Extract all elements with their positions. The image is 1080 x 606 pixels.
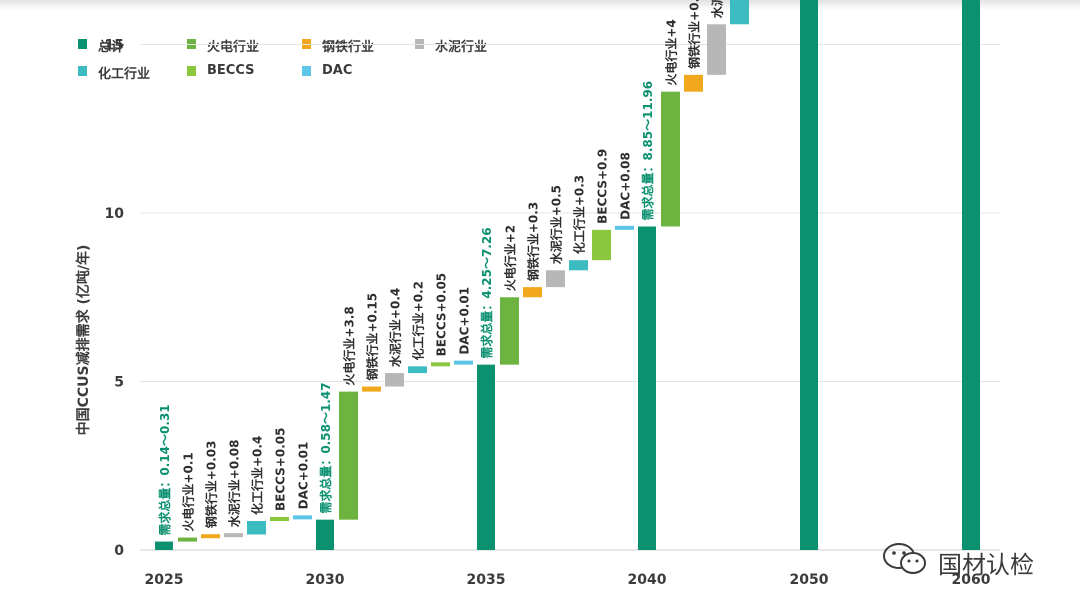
data-label-steel-2040: 钢铁行业+0.5: [687, 0, 702, 69]
bar-total-2060: [962, 0, 980, 551]
bar-thermal-2040: [661, 91, 680, 227]
legend-swatch-chem: [78, 66, 87, 76]
bar-thermal-2035: [500, 297, 519, 365]
data-label-beccs-2030: BECCS+0.05: [435, 273, 449, 356]
data-label-beccs-2025: BECCS+0.05: [274, 428, 288, 511]
data-label-cement-2040: 水泥行业+1.5: [710, 0, 725, 18]
data-label-total-2035: 需求总量：4.25～7.26: [479, 227, 494, 358]
data-label-thermal-2030: 火电行业+3.8: [342, 306, 357, 385]
legend-label-thermal: 火电行业: [207, 40, 260, 55]
data-label-total-2040: 需求总量：8.85～11.96: [640, 81, 655, 221]
legend-swatch-beccs: [187, 66, 196, 76]
x-tick-label: 2040: [628, 572, 667, 588]
data-label-dac-2025: DAC+0.01: [297, 442, 311, 510]
data-label-total-2025: 需求总量：0.14～0.31: [157, 404, 172, 535]
bar-beccs-2025: [270, 517, 289, 522]
legend-label-beccs: BECCS: [207, 63, 255, 78]
top-divider: [0, 0, 1080, 10]
data-label-steel-2025: 钢铁行业+0.03: [204, 441, 219, 529]
bar-steel-2030: [362, 386, 381, 392]
bar-thermal-2030: [339, 391, 358, 520]
y-tick-label: 10: [105, 206, 125, 222]
legend-label-steel: 钢铁行业: [322, 40, 375, 55]
x-tick-label: 2050: [790, 572, 829, 588]
bar-dac-2030: [454, 360, 473, 365]
y-tick-label: 0: [114, 543, 124, 559]
legend-swatch-total: [78, 39, 87, 49]
wechat-icon: [883, 543, 926, 574]
bar-thermal-2025: [178, 537, 197, 542]
bar-cement-2035: [546, 270, 565, 288]
data-label-thermal-2040: 火电行业+4: [664, 19, 679, 85]
data-label-cement-2025: 水泥行业+0.08: [227, 440, 242, 528]
x-tick-label: 2030: [306, 572, 345, 588]
data-label-steel-2030: 钢铁行业+0.15: [365, 293, 380, 381]
bar-total-2030: [316, 519, 334, 550]
legend-label-cement: 水泥行业: [435, 40, 488, 55]
watermark: 国材认检: [880, 541, 1034, 579]
bar-chem-2025: [247, 521, 266, 535]
x-tick-label: 2025: [145, 572, 184, 588]
bar-cement-2025: [224, 533, 243, 538]
bar-cement-2040: [707, 24, 726, 75]
data-label-thermal-2025: 火电行业+0.1: [181, 452, 196, 531]
legend-swatch-dac: [302, 66, 311, 76]
bar-beccs-2035: [592, 229, 611, 261]
y-axis-title: 中国CCUS减排需求 (亿吨/年): [75, 245, 92, 436]
data-label-dac-2035: DAC+0.08: [619, 152, 633, 220]
data-label-chem-2035: 化工行业+0.3: [572, 175, 587, 254]
legend-label-dac: DAC: [322, 63, 353, 78]
data-label-cement-2035: 水泥行业+0.5: [549, 185, 564, 264]
watermark-text: 国材认检: [938, 551, 1034, 579]
bar-chem-2040: [730, 0, 749, 25]
data-label-beccs-2035: BECCS+0.9: [596, 149, 610, 224]
bar-steel-2040: [684, 74, 703, 92]
data-label-dac-2030: DAC+0.01: [458, 287, 472, 355]
legend-label-total: 总计: [98, 40, 125, 55]
data-label-chem-2025: 化工行业+0.4: [250, 436, 265, 515]
bar-chem-2030: [408, 366, 427, 374]
bar-steel-2035: [523, 287, 542, 298]
data-label-thermal-2035: 火电行业+2: [503, 225, 518, 291]
y-tick-label: 15: [105, 38, 124, 54]
bar-chem-2035: [569, 260, 588, 271]
bar-total-2050: [800, 0, 818, 550]
data-label-steel-2035: 钢铁行业+0.3: [526, 202, 541, 281]
bar-dac-2025: [293, 515, 312, 520]
data-label-cement-2030: 水泥行业+0.4: [388, 288, 403, 367]
x-tick-label: 2035: [467, 572, 506, 588]
legend-label-chem: 化工行业: [98, 67, 151, 82]
bar-total-2040: [638, 226, 656, 551]
data-label-chem-2030: 化工行业+0.2: [411, 281, 426, 360]
bar-total-2035: [477, 364, 495, 550]
bar-steel-2025: [201, 534, 220, 539]
y-tick-label: 5: [114, 375, 124, 391]
bar-dac-2035: [615, 225, 634, 230]
x-tick-label: 2060: [952, 572, 991, 588]
data-label-total-2030: 需求总量：0.58～1.47: [318, 382, 333, 513]
bar-cement-2030: [385, 373, 404, 387]
bar-beccs-2030: [431, 362, 450, 367]
bar-total-2025: [155, 541, 173, 550]
